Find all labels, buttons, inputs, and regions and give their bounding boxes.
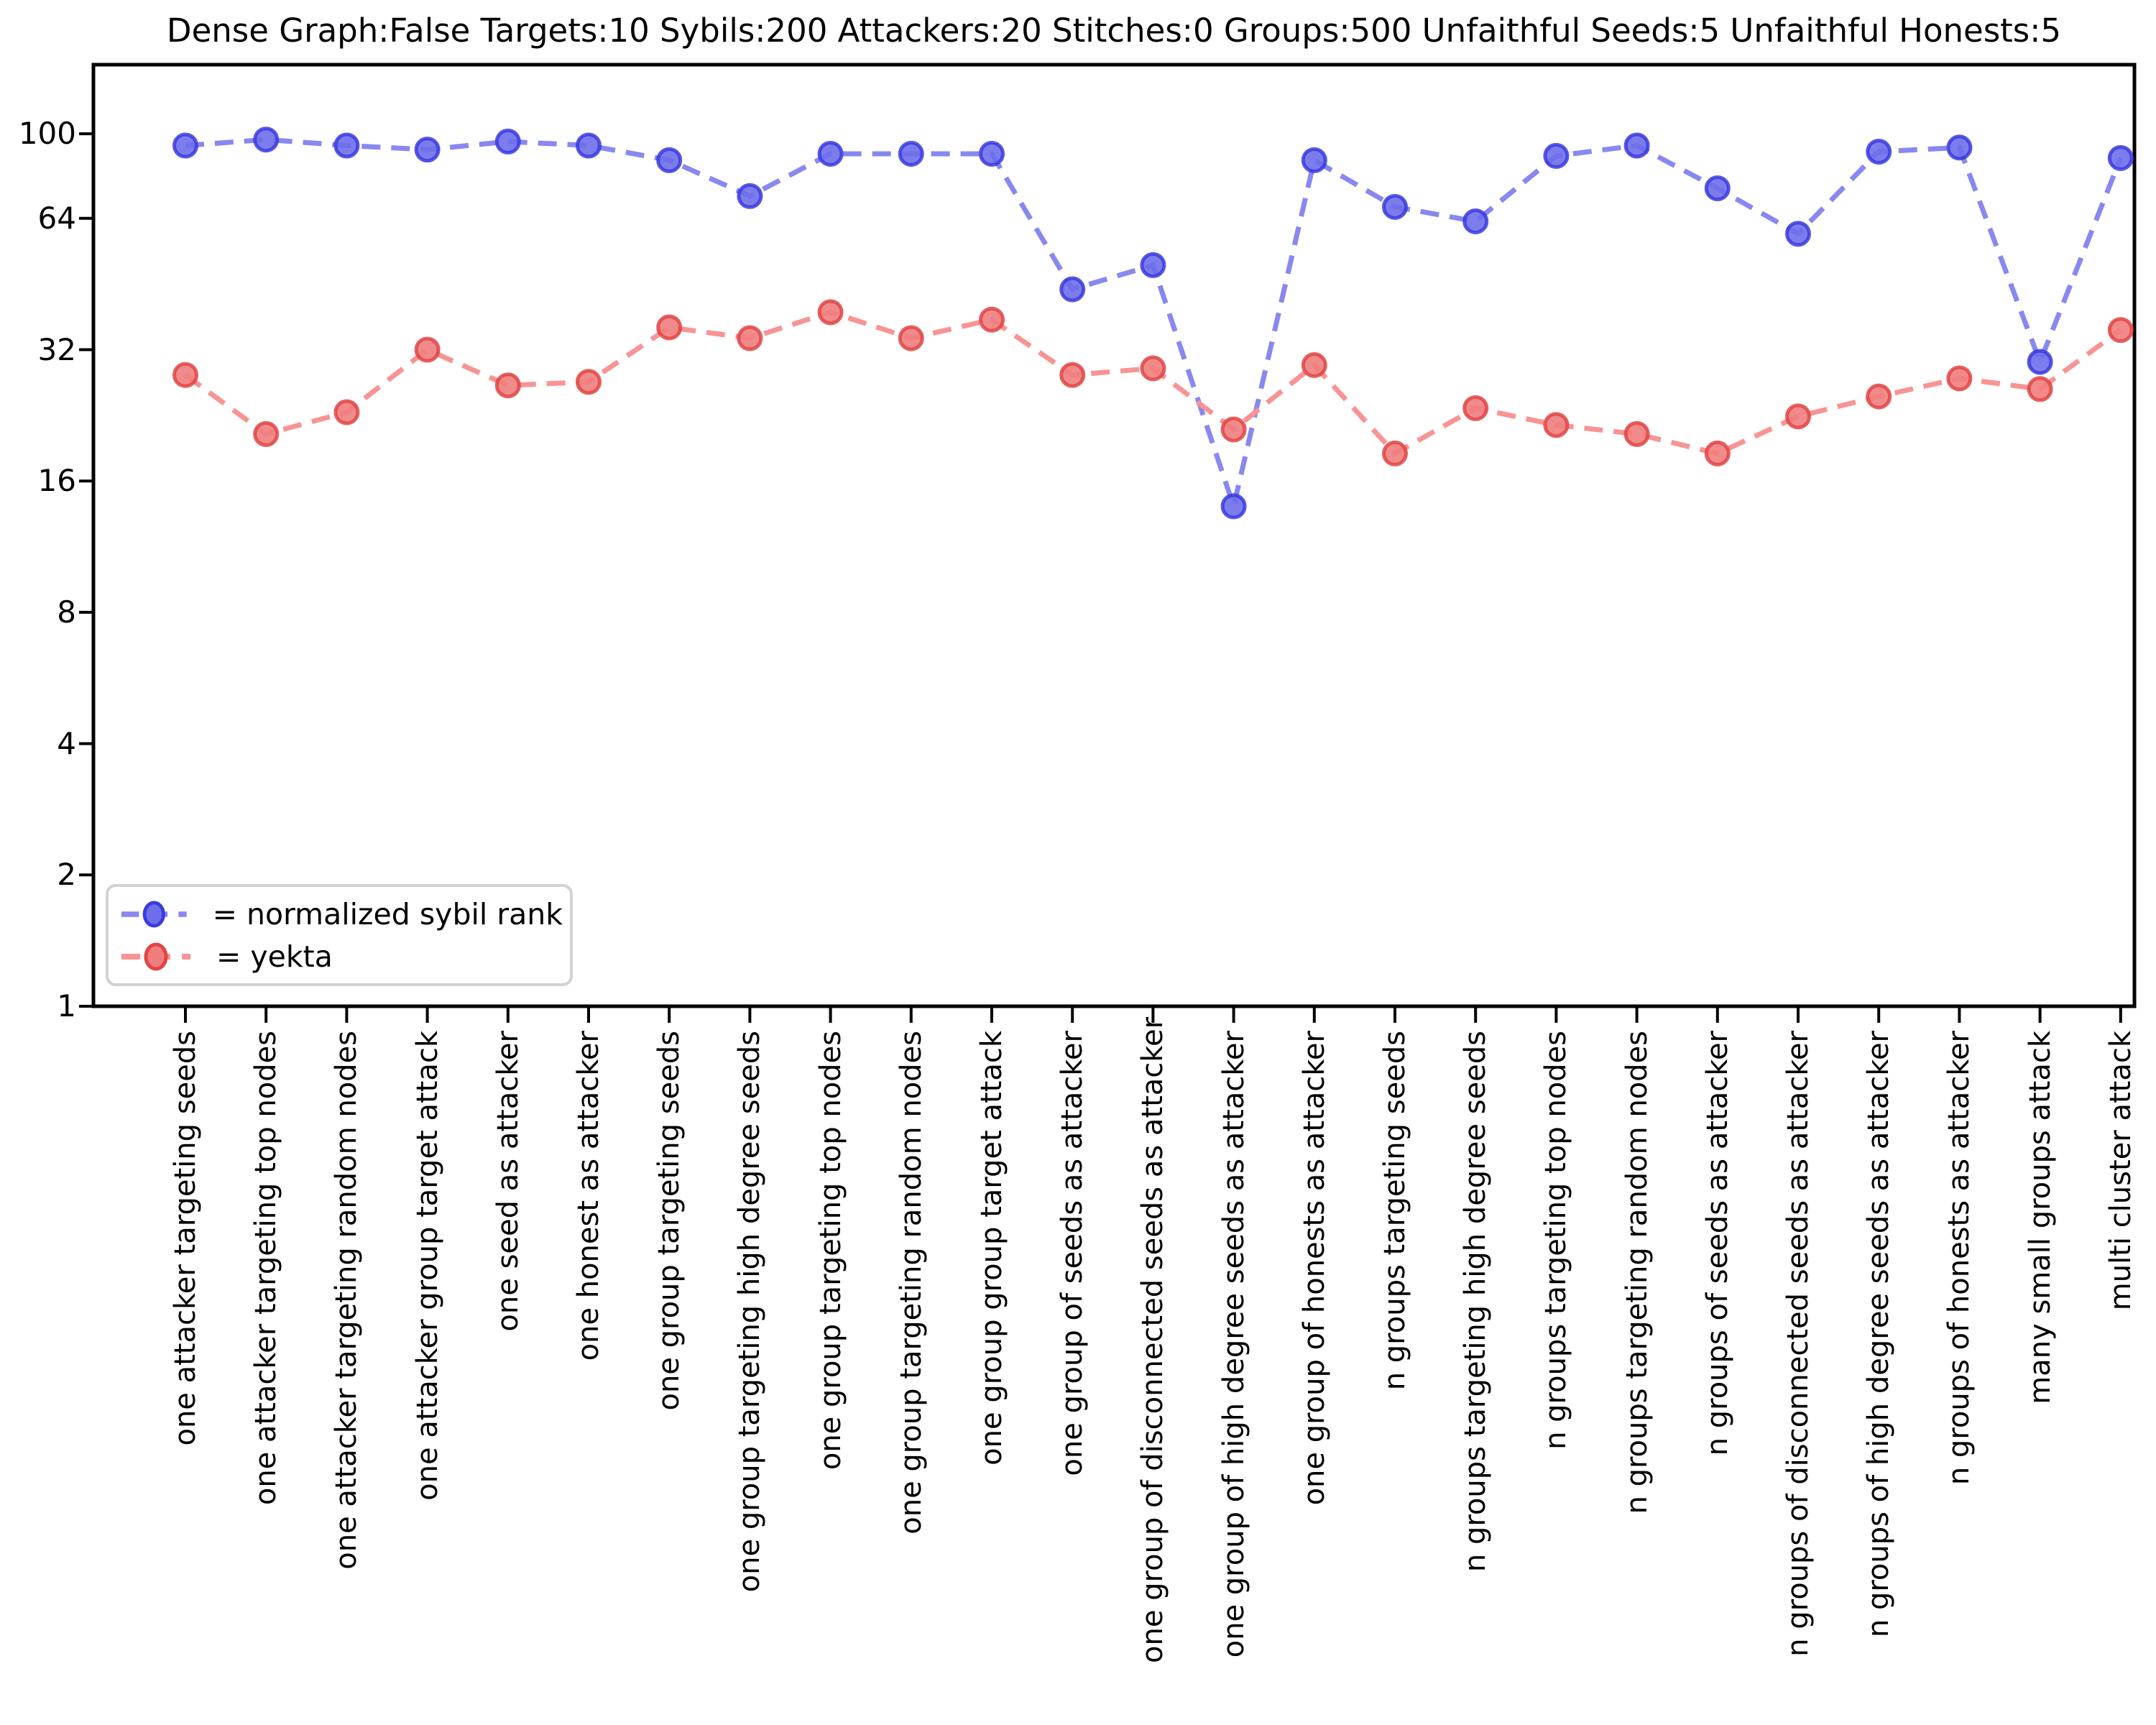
series-line-yekta <box>183 309 2122 457</box>
y-tick-label: 16 <box>37 463 76 499</box>
data-point-marker-sybil_rank <box>1946 134 1973 161</box>
x-tick-label: n groups targeting random nodes <box>1620 1031 1654 1514</box>
data-point-marker-sybil_rank <box>1382 193 1408 220</box>
x-tick-label: one group of honests as attacker <box>1297 1031 1331 1506</box>
data-point-marker-yekta <box>1059 362 1086 388</box>
data-point-marker-sybil_rank <box>172 132 198 159</box>
data-point-marker-sybil_rank <box>898 140 924 167</box>
data-point-marker-sybil_rank <box>979 140 1005 167</box>
data-point-marker-yekta <box>737 325 763 351</box>
data-point-marker-yekta <box>2107 317 2134 344</box>
data-point-marker-sybil_rank <box>414 137 441 163</box>
legend: = normalized sybil rank = yekta <box>106 884 573 986</box>
data-point-marker-yekta <box>172 362 198 388</box>
data-point-marker-sybil_rank <box>656 147 683 173</box>
axis-ticks <box>79 132 2122 1023</box>
data-point-marker-sybil_rank <box>1543 142 1570 169</box>
data-point-marker-yekta <box>898 325 924 351</box>
data-point-marker-sybil_rank <box>494 128 521 155</box>
data-point-marker-sybil_rank <box>737 183 763 209</box>
legend-line-marker-icon <box>121 942 190 970</box>
data-point-marker-yekta <box>2027 376 2053 402</box>
legend-line-marker-icon <box>121 901 187 927</box>
x-tick-label: one attacker targeting seeds <box>169 1031 202 1446</box>
data-point-marker-yekta <box>1382 440 1408 466</box>
x-tick-label: one group targeting top nodes <box>814 1031 847 1471</box>
y-tick-label: 64 <box>37 200 76 236</box>
data-point-marker-yekta <box>656 314 683 341</box>
x-tick-label: n groups of honests as attacker <box>1943 1031 1976 1486</box>
data-point-marker-sybil_rank <box>253 126 280 153</box>
data-point-marker-sybil_rank <box>2027 349 2053 375</box>
data-point-marker-yekta <box>1220 416 1247 443</box>
data-point-marker-yekta <box>1301 351 1327 378</box>
data-point-marker-sybil_rank <box>1462 208 1489 234</box>
data-point-marker-yekta <box>414 336 441 363</box>
x-tick-label: one attacker targeting top nodes <box>249 1031 283 1506</box>
y-tick-label: 32 <box>37 331 76 367</box>
y-tick-label: 1 <box>57 988 76 1024</box>
x-tick-label: multi cluster attack <box>2104 1031 2137 1311</box>
data-point-marker-yekta <box>576 369 602 395</box>
data-point-marker-sybil_rank <box>1623 132 1650 159</box>
x-tick-label: one group targeting high degree seeds <box>733 1031 767 1593</box>
data-point-marker-sybil_rank <box>1301 147 1327 173</box>
data-point-marker-yekta <box>253 420 280 447</box>
data-series <box>172 126 2134 520</box>
data-point-marker-sybil_rank <box>1140 252 1166 278</box>
data-point-marker-yekta <box>1946 365 1973 392</box>
series-line-sybil_rank <box>185 137 2124 516</box>
x-tick-label: n groups targeting top nodes <box>1539 1031 1573 1450</box>
y-tick-label: 2 <box>57 857 76 893</box>
x-tick-label: one honest as attacker <box>572 1031 605 1361</box>
data-point-marker-sybil_rank <box>1866 139 1892 165</box>
x-tick-label: one group of seeds as attacker <box>1056 1031 1089 1476</box>
data-point-marker-yekta <box>1543 412 1570 438</box>
data-point-marker-sybil_rank <box>576 132 602 159</box>
y-tick-label: 4 <box>57 725 76 761</box>
x-tick-label: n groups targeting high degree seeds <box>1459 1031 1493 1573</box>
data-point-marker-sybil_rank <box>1704 175 1731 201</box>
data-point-marker-yekta <box>494 372 521 399</box>
data-point-marker-yekta <box>1704 440 1731 466</box>
data-point-marker-sybil_rank <box>2107 144 2134 171</box>
legend-label-normalized-sybil-rank: = normalized sybil rank <box>212 896 563 932</box>
data-point-marker-yekta <box>979 306 1005 333</box>
data-point-marker-yekta <box>1623 420 1650 447</box>
y-tick-label: 100 <box>18 116 76 152</box>
x-tick-label: many small groups attack <box>2023 1031 2057 1404</box>
x-tick-label: one group of disconnected seeds as attac… <box>1136 1016 1170 1663</box>
legend-label-yekta: = yekta <box>216 939 333 974</box>
y-tick-label: 8 <box>57 594 76 630</box>
x-tick-label: one group targeting random nodes <box>894 1031 928 1535</box>
data-point-marker-yekta <box>1866 383 1892 410</box>
x-tick-label: one group targeting seeds <box>653 1031 686 1411</box>
data-point-marker-sybil_rank <box>817 140 844 167</box>
data-point-marker-sybil_rank <box>1059 276 1086 303</box>
x-tick-label: n groups targeting seeds <box>1378 1031 1411 1391</box>
x-tick-label: one group group target attack <box>975 1031 1008 1466</box>
plot-border <box>91 63 2137 1008</box>
data-point-marker-yekta <box>1785 403 1811 430</box>
data-point-marker-sybil_rank <box>333 132 360 159</box>
x-tick-label: n groups of seeds as attacker <box>1700 1031 1734 1456</box>
x-tick-label: n groups of high degree seeds as attacke… <box>1862 1031 1896 1638</box>
data-point-marker-yekta <box>1462 395 1489 421</box>
data-point-marker-yekta <box>1140 355 1166 382</box>
legend-item-yekta: = yekta <box>120 939 563 974</box>
x-tick-label: one attacker group target attack <box>410 1031 444 1501</box>
data-point-marker-sybil_rank <box>1220 493 1247 520</box>
x-tick-label: one group of high degree seeds as attack… <box>1217 1031 1250 1658</box>
x-tick-label: n groups of disconnected seeds as attack… <box>1782 1031 1815 1657</box>
legend-item-normalized-sybil-rank: = normalized sybil rank <box>120 897 563 932</box>
x-tick-label: one seed as attacker <box>491 1031 525 1332</box>
data-point-marker-yekta <box>333 399 360 426</box>
chart-title: Dense Graph:False Targets:10 Sybils:200 … <box>166 12 2062 50</box>
data-point-marker-yekta <box>817 299 844 326</box>
data-point-marker-sybil_rank <box>1785 221 1811 247</box>
x-tick-label: one attacker targeting random nodes <box>330 1031 364 1570</box>
